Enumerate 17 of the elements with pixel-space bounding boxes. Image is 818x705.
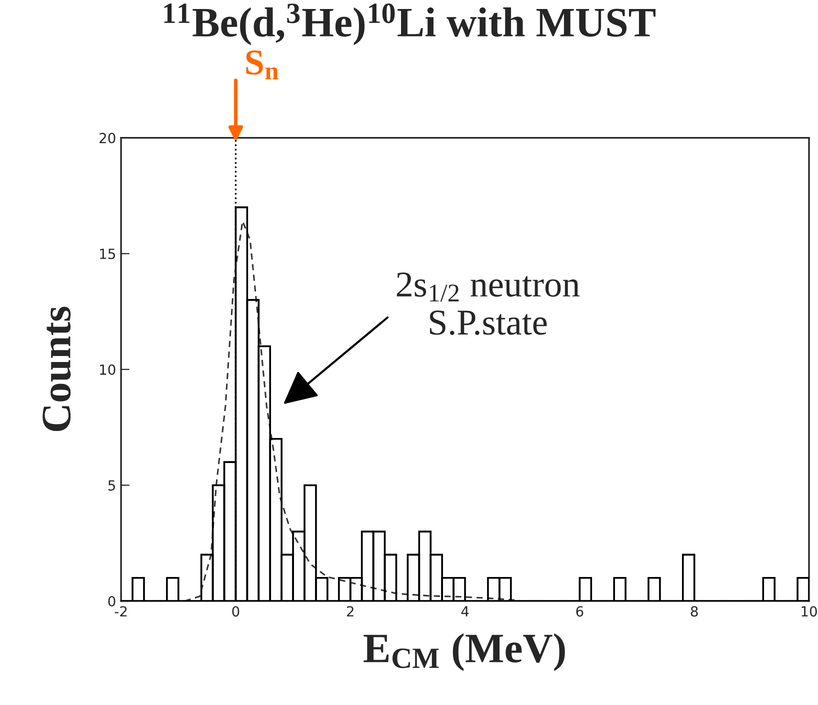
x-tick-label: 0 [232, 606, 240, 617]
x-axis-title: E$_{CM}$ (MeV) [364, 633, 565, 671]
annotation: 2s$_{1/2}$ neutron S.P.state [396, 272, 580, 335]
x-tick-label: 2 [346, 606, 354, 616]
chart-title: $^{11}$Be(d,$^{3}$He)$^{10}$Li with MUST [164, 4, 656, 46]
y-axis-title: Counts [42, 306, 71, 432]
x-tick-label: 6 [576, 606, 584, 617]
x-tick-label: 8 [690, 606, 698, 617]
x-tick-label: -2 [114, 606, 127, 616]
y-tick-label: 15 [100, 248, 115, 260]
y-tick-label: 5 [108, 480, 115, 491]
ref-line-label: S$_{n}$ [246, 50, 278, 80]
y-tick-label: 0 [108, 596, 116, 606]
y-tick-label: 10 [100, 364, 116, 375]
y-tick-label: 20 [100, 132, 116, 144]
x-tick-label: 10 [802, 606, 817, 617]
x-tick-label: 4 [461, 606, 469, 616]
